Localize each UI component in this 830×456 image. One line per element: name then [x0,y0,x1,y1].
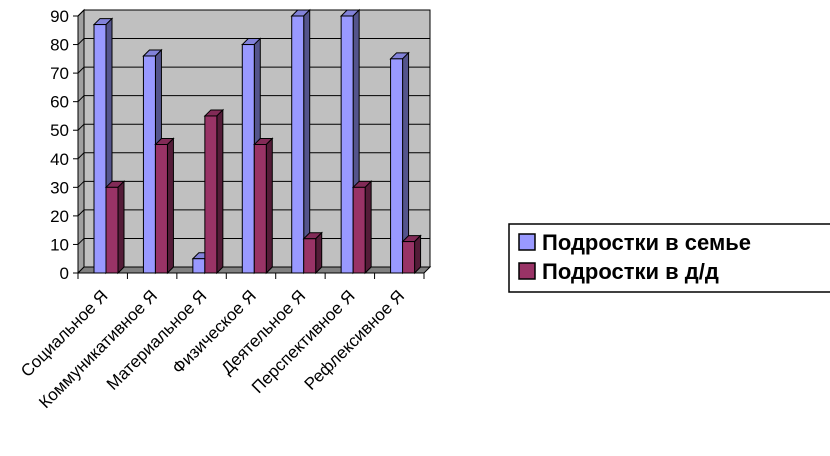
bar-1-0 [104,180,126,275]
y-tick-label: 30 [50,178,69,197]
legend-label-1: Подростки в д/д [542,259,719,284]
y-tick-label: 50 [50,121,69,140]
legend-label-0: Подростки в семье [542,230,751,255]
legend-box [508,223,830,293]
gridline [77,180,430,188]
gridline [77,123,430,131]
y-tick-label: 70 [50,64,69,83]
gridline [77,38,430,45]
y-tick-label: 80 [50,36,69,55]
bar-1-3 [253,137,274,275]
bar-0-4 [290,8,311,275]
y-tick-label: 90 [50,7,69,26]
legend-item-0: Подростки в семье [518,230,751,255]
gridline [77,95,430,103]
y-tick-label: 20 [50,207,69,226]
gridline [77,9,430,17]
gridline [77,152,430,160]
bar-0-6 [389,51,410,275]
y-tick-label: 60 [50,93,69,112]
x-tick-label: Социальное Я [17,286,111,380]
side-wall [77,8,85,275]
y-axis: 0 10 20 30 40 50 60 70 80 90 [50,7,79,283]
gridline [77,66,430,74]
bar-1-2 [203,108,225,275]
gridline [77,209,430,217]
bar-1-1 [154,137,175,275]
bars [92,8,422,275]
legend-swatch-1 [518,262,536,280]
bar-1-4 [302,231,323,275]
legend: Подростки в семье Подростки в д/д [508,223,830,293]
y-tick-label: 0 [60,264,69,283]
legend-item-1: Подростки в д/д [518,259,719,284]
legend-swatch-0 [518,233,536,251]
bar-1-6 [401,234,422,275]
y-tick-label: 40 [50,150,69,169]
y-tick-label: 10 [50,235,69,254]
bar-1-5 [351,180,373,275]
